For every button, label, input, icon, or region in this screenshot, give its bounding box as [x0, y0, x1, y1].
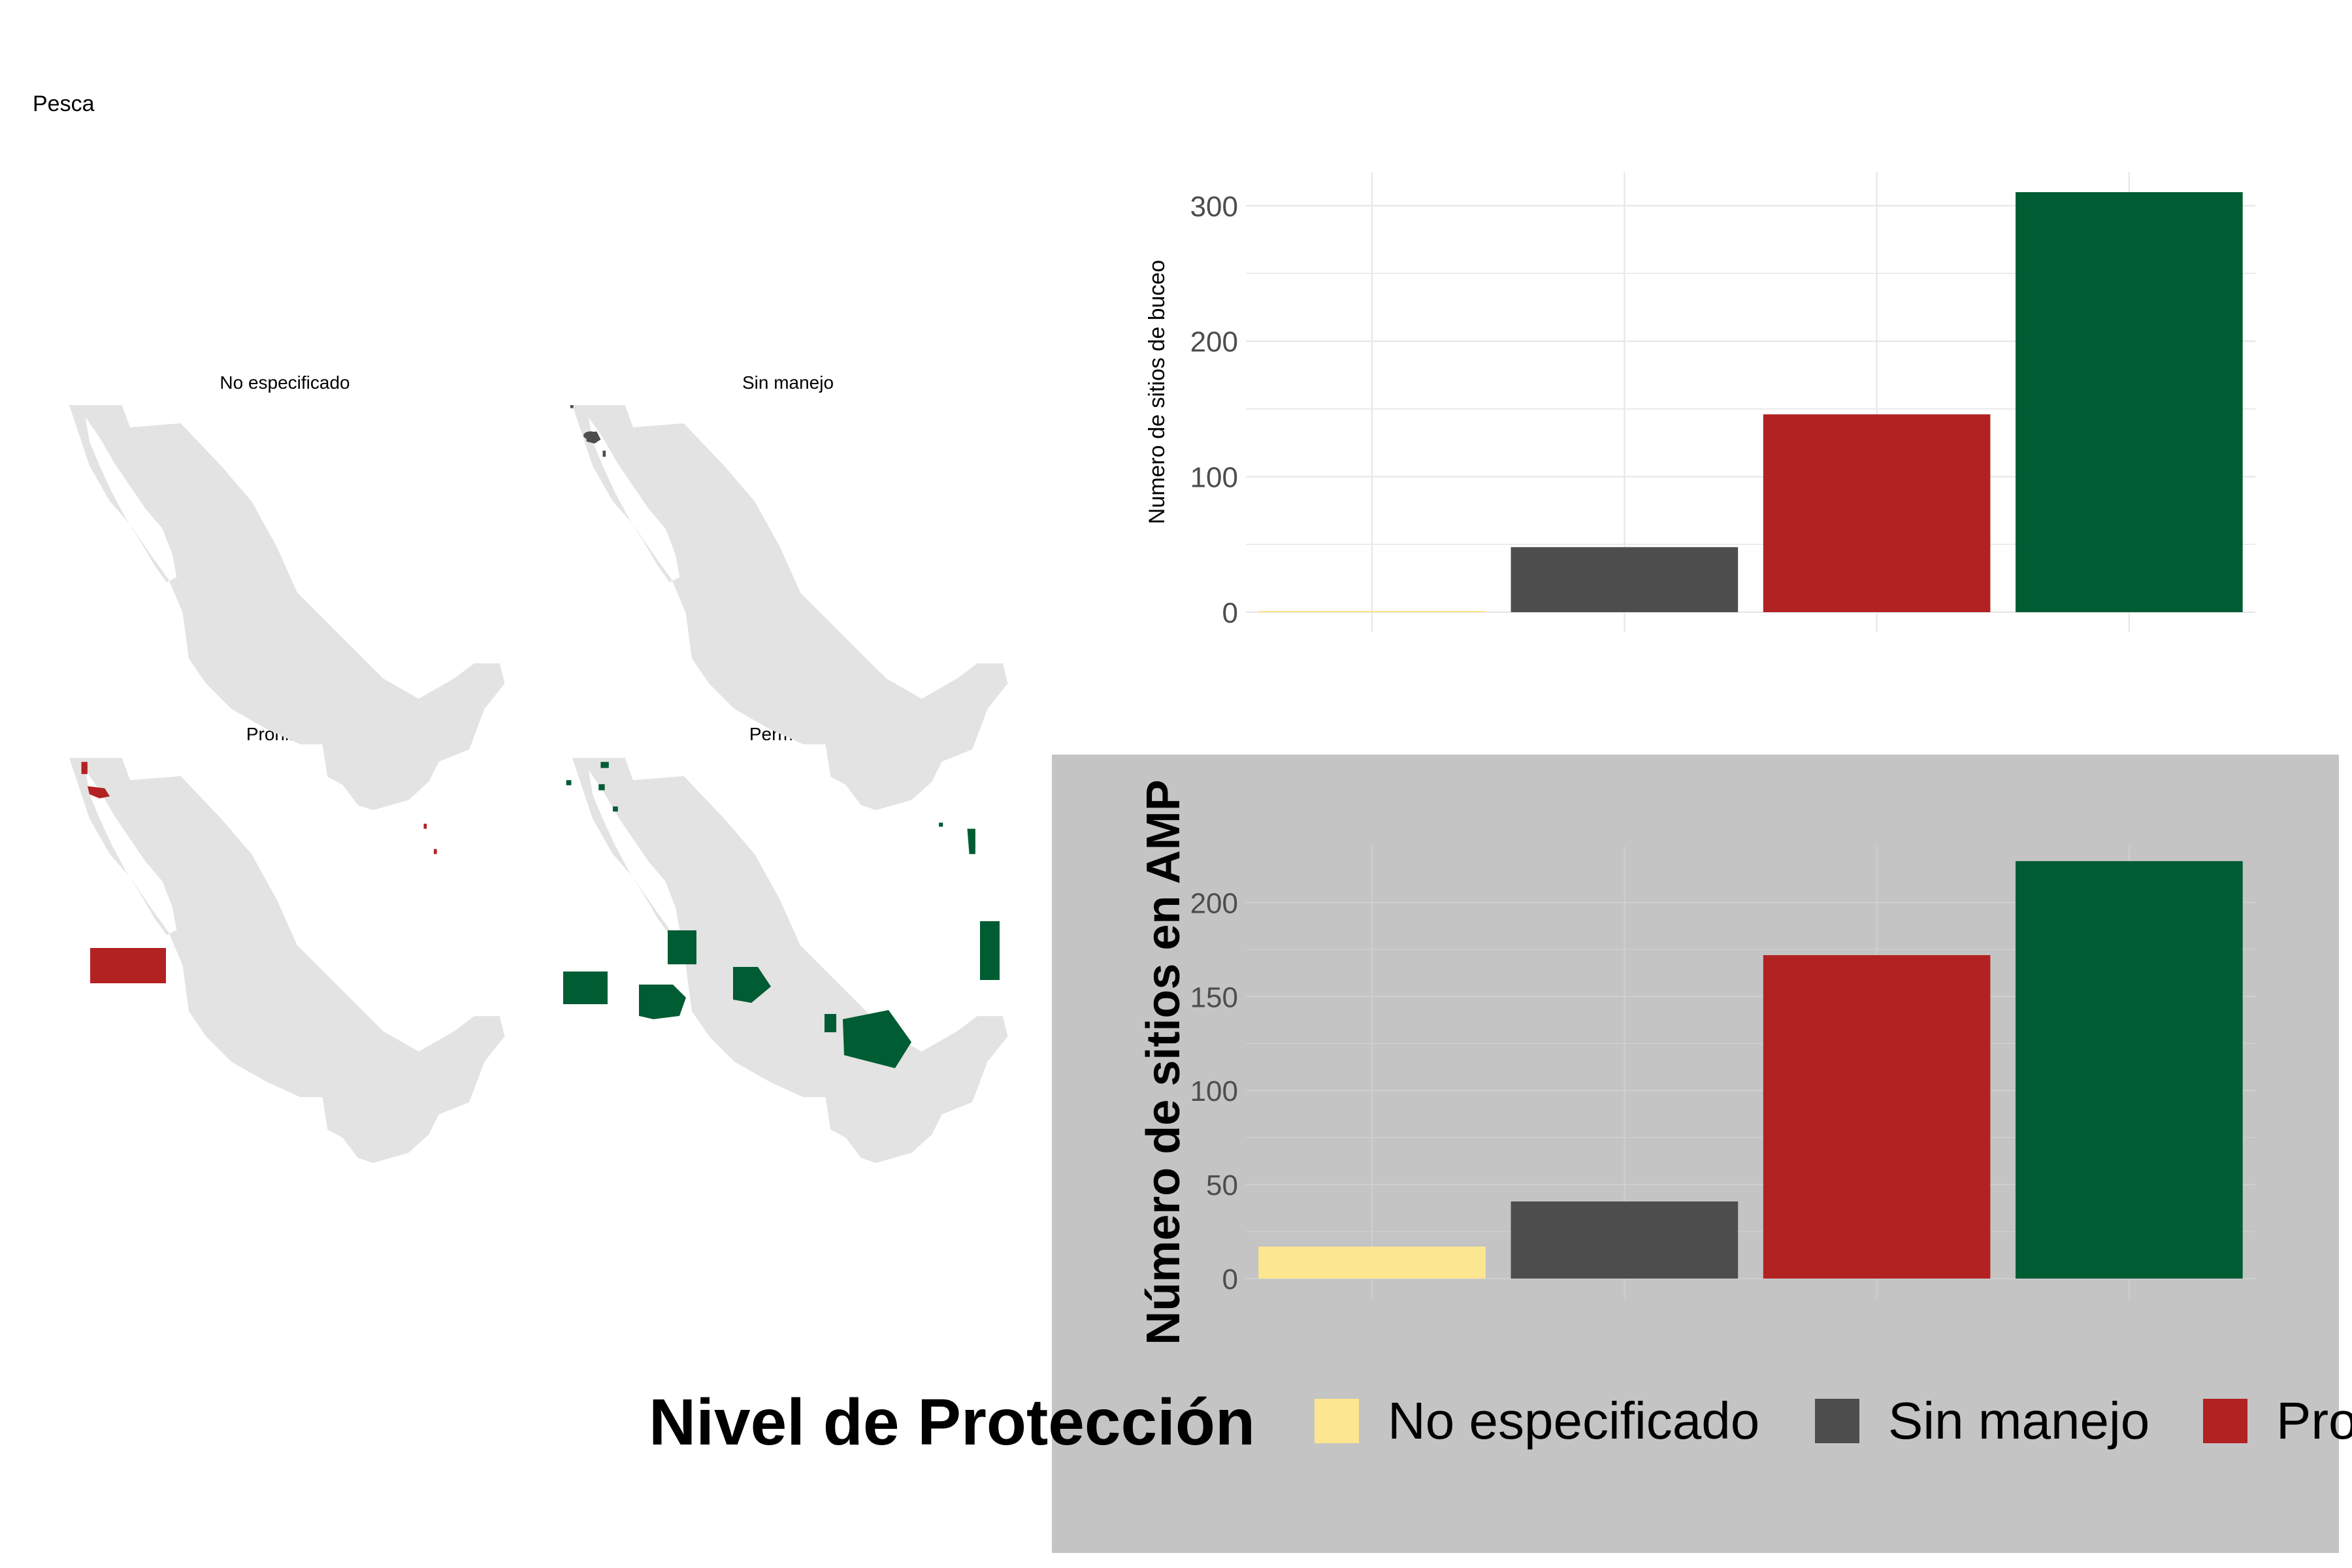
y-tick-label: 0: [1222, 597, 1238, 629]
y-tick-label: 100: [1190, 462, 1238, 494]
y-tick-label: 100: [1190, 1075, 1238, 1107]
legend-label: No especificado: [1388, 1392, 1760, 1450]
legend-item-prohibida: Pro: [2203, 1392, 2352, 1450]
map-permitida: [566, 758, 1008, 1163]
y-tick-label: 200: [1190, 887, 1238, 919]
y-tick-label: 0: [1222, 1264, 1238, 1296]
legend-item-no-especificado: No especificado: [1315, 1392, 1759, 1450]
map-prohibida-offshore-zone: [90, 948, 166, 983]
y-axis-label: Número de sitios en AMP: [1137, 779, 1190, 1345]
legend-item-sin-manejo: Sin manejo: [1815, 1392, 2149, 1450]
page-title: Pesca: [33, 91, 95, 116]
bar-prohibida: [1763, 414, 1991, 612]
map-title-sin-manejo: Sin manejo: [742, 372, 834, 393]
map-prohibida: [69, 758, 505, 1163]
bar-no-especificado: [1258, 610, 1486, 612]
y-tick-label: 50: [1206, 1169, 1238, 1201]
map-title-no-especificado: No especificado: [220, 372, 350, 393]
y-tick-label: 150: [1190, 981, 1238, 1013]
legend-swatch-no-especificado: [1315, 1399, 1359, 1443]
legend-label: Pro: [2276, 1392, 2352, 1450]
y-tick-label: 300: [1190, 191, 1238, 223]
bar-sin-manejo: [1511, 1201, 1739, 1279]
legend-title: Nivel de Protección: [649, 1386, 1256, 1459]
bar-prohibida: [1763, 955, 1991, 1279]
map-sin-manejo: [570, 405, 1008, 810]
map-permitida-offshore-zones: [563, 921, 1000, 1068]
legend-label: Sin manejo: [1888, 1392, 2150, 1450]
legend-swatch-prohibida: [2203, 1399, 2247, 1443]
bar-no-especificado: [1258, 1247, 1486, 1279]
bar-sin-manejo: [1511, 547, 1739, 612]
legend-swatch-sin-manejo: [1815, 1399, 1859, 1443]
y-axis-label: Numero de sitios de buceo: [1145, 260, 1169, 524]
bar-permitida: [2016, 192, 2243, 613]
bar-permitida: [2016, 861, 2243, 1279]
y-tick-label: 200: [1190, 326, 1238, 358]
